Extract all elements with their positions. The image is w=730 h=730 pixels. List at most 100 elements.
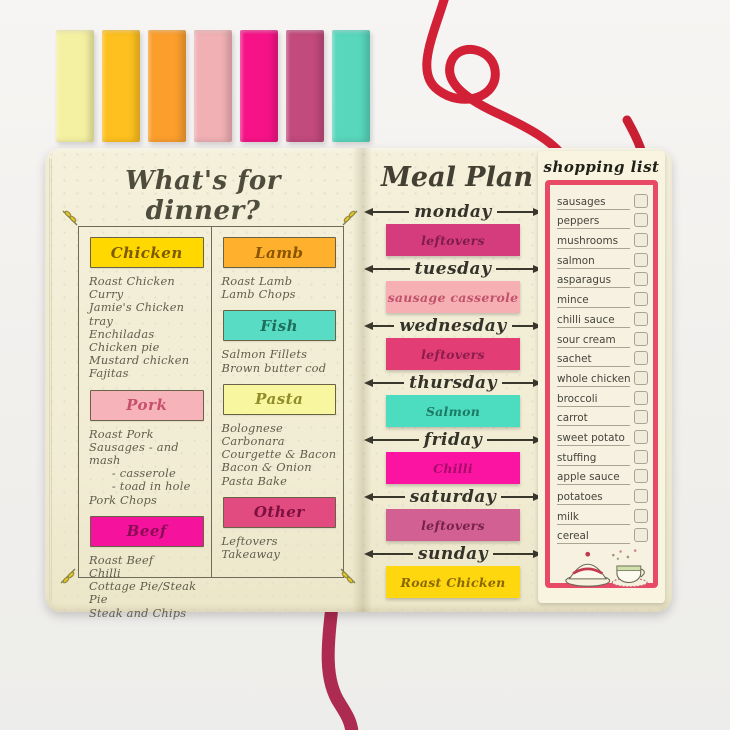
- arrowhead-right-icon: [533, 436, 543, 444]
- arrowhead-right-icon: [533, 550, 543, 558]
- category-card: Other: [222, 496, 336, 528]
- sticky-tab: [286, 30, 324, 142]
- menu-column-1: Chicken Roast Chicken Curry Jamie's Chic…: [79, 227, 211, 619]
- right-page-title: Meal Plan: [381, 162, 533, 193]
- category-meal-list: Leftovers Takeaway: [221, 533, 281, 562]
- menu-category: Chicken Roast Chicken Curry Jamie's Chic…: [88, 237, 206, 381]
- shopping-item-row: chilli sauce: [557, 308, 648, 328]
- menu-category: Beef Roast Beef Chilli Cottage Pie/Steak…: [88, 515, 206, 620]
- shopping-item-label: chilli sauce: [557, 314, 630, 328]
- arrowhead-right-icon: [533, 379, 543, 387]
- shopping-item-label: salmon: [557, 255, 630, 269]
- checkbox: [634, 469, 648, 484]
- shopping-item-row: whole chicken: [557, 367, 648, 387]
- sticky-tabs-row: [56, 30, 370, 142]
- shopping-item-row: cereal: [557, 525, 648, 545]
- shopping-item-row: potatoes: [557, 485, 648, 505]
- shopping-item-label: milk: [557, 511, 630, 525]
- arrow-line: [501, 382, 534, 384]
- arrowhead-left-icon: [364, 493, 373, 501]
- meal-sticky-note: leftovers: [386, 509, 520, 541]
- checkbox: [634, 311, 648, 326]
- sticky-tab: [194, 30, 232, 142]
- sticky-tab: [56, 30, 94, 142]
- category-meal-list: Roast Lamb Lamb Chops: [221, 274, 296, 302]
- shopping-list-title: shopping list: [543, 158, 660, 176]
- menu-category: Pork Roast Pork Sausages - and mash - ca…: [88, 389, 206, 507]
- day-block: saturday leftovers: [364, 487, 543, 544]
- sticky-tab: [332, 30, 370, 142]
- day-block: sunday Roast Chicken: [364, 544, 543, 601]
- day-arrow: monday: [364, 202, 542, 222]
- category-meal-list: Roast Pork Sausages - and mash - cassero…: [89, 426, 191, 507]
- arrow-line: [373, 325, 395, 327]
- shopping-item-row: peppers: [557, 210, 648, 230]
- category-meal-list: Salmon Fillets Brown butter cod: [221, 347, 327, 375]
- arrowhead-left-icon: [364, 436, 373, 444]
- shopping-item-label: carrot: [557, 412, 630, 427]
- day-label: thursday: [409, 373, 497, 393]
- checkbox: [634, 233, 648, 248]
- meal-sticky-note: sausage casserole: [386, 281, 520, 313]
- shopping-item-row: sausages: [557, 190, 648, 210]
- shopping-item-label: sausages: [557, 196, 630, 210]
- shopping-item-row: salmon: [557, 249, 648, 269]
- category-card: Chicken: [90, 237, 204, 268]
- shopping-item-row: sachet: [557, 348, 648, 368]
- cake-doodle-icon: [565, 549, 648, 588]
- day-label: monday: [414, 202, 492, 222]
- arrow-line: [496, 268, 534, 270]
- checkbox: [634, 489, 648, 503]
- arrowhead-right-icon: [533, 493, 543, 501]
- arrow-line: [373, 382, 405, 384]
- arrow-line: [496, 211, 533, 213]
- shopping-item-row: mushrooms: [557, 229, 648, 250]
- shopping-list-frame: sausages peppers mushrooms salmon aspara…: [545, 180, 658, 588]
- corner-flourish-icon: [62, 210, 78, 226]
- ribbon-bookmark: [321, 591, 359, 730]
- shopping-item-label: mushrooms: [557, 235, 630, 250]
- checkbox: [634, 449, 648, 464]
- checkbox: [634, 252, 648, 267]
- arrow-line: [501, 496, 534, 498]
- shopping-item-row: apple sauce: [557, 466, 648, 486]
- checkbox: [634, 429, 648, 444]
- shopping-item-row: mince: [557, 288, 648, 309]
- shopping-item-label: mince: [557, 294, 630, 309]
- category-card: Pasta: [222, 383, 336, 415]
- arrow-line: [373, 553, 413, 555]
- day-label: friday: [423, 430, 483, 450]
- shopping-item-label: potatoes: [557, 491, 630, 505]
- corner-flourish-icon: [340, 568, 356, 584]
- shopping-item-row: stuffing: [557, 446, 648, 466]
- meal-sticky-note: Salmon: [386, 395, 520, 427]
- arrow-line: [373, 496, 405, 498]
- day-block: tuesday sausage casserole: [364, 259, 543, 316]
- arrow-line: [373, 268, 410, 270]
- arrow-line: [493, 553, 534, 555]
- arrowhead-left-icon: [364, 265, 373, 273]
- shopping-list-pad: shopping list sausages peppers mushrooms…: [538, 151, 665, 603]
- day-arrow: tuesday: [364, 259, 543, 279]
- category-card: Lamb: [222, 237, 336, 268]
- sticky-tab: [240, 30, 278, 142]
- day-block: friday Chilli: [364, 430, 543, 487]
- category-card: Beef: [90, 515, 204, 547]
- checkbox: [634, 193, 648, 208]
- day-block: thursday Salmon: [364, 373, 543, 430]
- sticky-tab: [148, 30, 186, 142]
- shopping-item-row: broccoli: [557, 387, 648, 407]
- red-ribbon-top: [422, 0, 567, 160]
- arrow-line: [373, 211, 410, 213]
- page-stack-edge: [48, 158, 52, 602]
- checkbox: [634, 370, 648, 385]
- category-meal-list: Roast Chicken Curry Jamie's Chicken tray…: [89, 274, 190, 381]
- checkbox: [634, 272, 648, 287]
- arrowhead-right-icon: [533, 208, 542, 216]
- arrowhead-left-icon: [364, 322, 373, 330]
- day-label: tuesday: [414, 259, 492, 279]
- day-block: monday leftovers: [364, 202, 542, 259]
- checkbox: [634, 331, 648, 346]
- shopping-item-label: whole chicken: [557, 372, 630, 387]
- arrow-line: [373, 439, 419, 441]
